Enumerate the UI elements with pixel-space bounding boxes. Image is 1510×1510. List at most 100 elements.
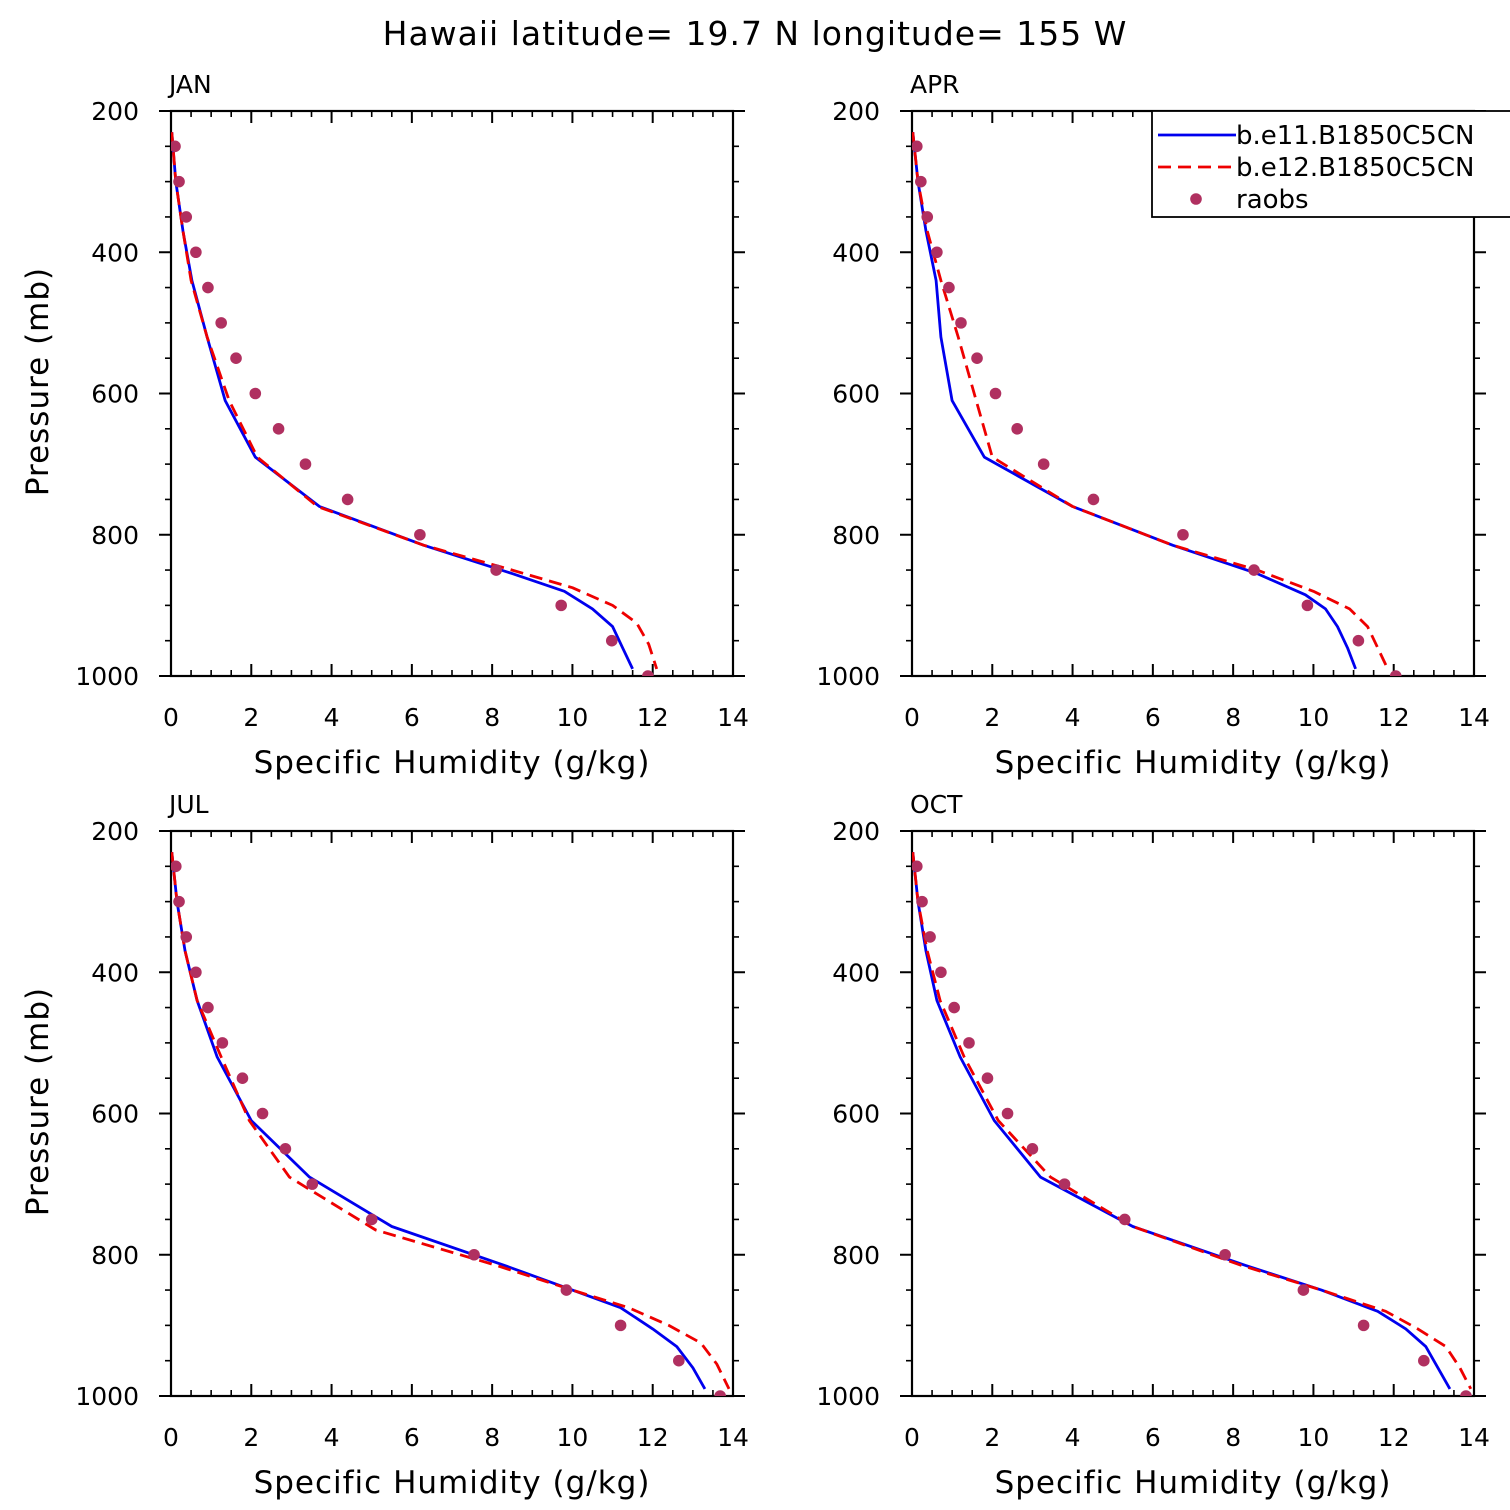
series-b-e12-b1850c5cn-line — [171, 132, 659, 670]
y-tick-label: 600 — [91, 1100, 139, 1129]
raobs-point — [236, 1072, 249, 1084]
raobs-point — [971, 352, 983, 364]
legend-item-b-e12-b1850c5cn: b.e12.B1850C5CN — [1158, 153, 1474, 183]
raobs-point — [642, 670, 654, 676]
plot-frame — [169, 829, 735, 1398]
raobs-point — [614, 1319, 627, 1332]
series-raobs — [912, 860, 1472, 1396]
y-tick-label: 400 — [832, 238, 880, 267]
x-tick-label: 8 — [484, 1423, 500, 1452]
raobs-point — [171, 860, 182, 873]
raobs-point — [279, 1143, 292, 1155]
raobs-point — [555, 599, 567, 612]
x-tick-label: 4 — [324, 703, 340, 732]
x-axis-label: Specific Humidity (g/kg) — [995, 745, 1392, 781]
x-tick-label: 8 — [1225, 1423, 1241, 1452]
raobs-point — [1087, 493, 1100, 506]
raobs-point — [202, 281, 214, 294]
x-tick-label: 0 — [163, 1423, 179, 1452]
y-tick-label: 1000 — [816, 1382, 880, 1411]
y-tick-label: 400 — [91, 238, 139, 267]
y-tick-label: 1000 — [75, 662, 139, 691]
raobs-point — [468, 1248, 480, 1261]
y-tick-label: 600 — [91, 380, 139, 409]
raobs-point — [171, 140, 181, 153]
y-tick-label: 200 — [832, 817, 880, 846]
raobs-point — [1460, 1390, 1472, 1396]
x-tick-label: 14 — [1458, 703, 1490, 732]
raobs-point — [1058, 1178, 1071, 1190]
x-tick-label: 8 — [484, 703, 500, 732]
x-tick-label: 0 — [904, 1423, 920, 1452]
x-tick-label: 0 — [163, 703, 179, 732]
raobs-point — [1418, 1354, 1430, 1367]
raobs-point — [915, 175, 927, 188]
y-tick-label: 800 — [91, 521, 139, 550]
raobs-point — [912, 140, 923, 153]
raobs-point — [714, 1390, 726, 1396]
y-tick-label: 200 — [832, 97, 880, 126]
x-tick-label: 12 — [1378, 703, 1410, 732]
y-tick-label: 600 — [832, 1100, 880, 1129]
y-tick-label: 200 — [91, 97, 139, 126]
legend-label: raobs — [1236, 185, 1309, 215]
raobs-point — [365, 1213, 378, 1226]
series-raobs — [171, 140, 654, 676]
raobs-point — [989, 387, 1002, 400]
raobs-point — [963, 1037, 975, 1049]
raobs-point — [924, 931, 936, 943]
raobs-point — [272, 423, 285, 435]
raobs-point — [216, 1037, 229, 1049]
raobs-point — [916, 895, 928, 908]
raobs-point — [256, 1107, 269, 1120]
x-tick-label: 8 — [1225, 703, 1241, 732]
panel-label: JAN — [167, 70, 212, 99]
y-tick-label: 800 — [832, 521, 880, 550]
x-tick-label: 12 — [637, 1423, 669, 1452]
x-tick-label: 4 — [1065, 703, 1081, 732]
panel-jul: 0 2 4 6 8 10 12 14 200 400 600 800 1000 JUL Specific H… — [20, 790, 749, 1501]
x-tick-label: 10 — [1298, 703, 1330, 732]
raobs-point — [981, 1072, 994, 1084]
legend-item-b-e11-b1850c5cn: b.e11.B1850C5CN — [1158, 121, 1474, 151]
panel-jan: 0 2 4 6 8 10 12 14 200 400 600 800 1000 JAN Specific H… — [20, 70, 749, 781]
raobs-point — [605, 634, 618, 647]
x-tick-label: 10 — [557, 1423, 589, 1452]
raobs-point — [215, 317, 227, 329]
panel-oct: 0 2 4 6 8 10 12 14 200 400 600 800 1000 OCT Specific H… — [816, 790, 1490, 1501]
x-tick-label: 14 — [717, 1423, 749, 1452]
raobs-point — [249, 387, 262, 400]
raobs-point — [935, 966, 947, 979]
raobs-point — [299, 458, 312, 470]
raobs-point — [190, 966, 202, 979]
x-tick-label: 2 — [984, 1423, 1000, 1452]
x-axis-label: Specific Humidity (g/kg) — [254, 745, 651, 781]
raobs-point — [948, 1001, 960, 1014]
x-tick-label: 12 — [1378, 1423, 1410, 1452]
x-tick-label: 14 — [717, 703, 749, 732]
y-tick-label: 800 — [832, 1241, 880, 1270]
y-tick-label: 400 — [91, 958, 139, 987]
y-axis-label: Pressure (mb) — [20, 267, 56, 496]
y-tick-label: 400 — [832, 958, 880, 987]
x-tick-label: 10 — [557, 703, 589, 732]
raobs-point — [560, 1284, 573, 1296]
y-tick-label: 1000 — [75, 1382, 139, 1411]
raobs-point — [955, 317, 967, 329]
plot-area — [912, 132, 1402, 676]
raobs-point — [1037, 458, 1050, 470]
raobs-point — [202, 1001, 214, 1014]
raobs-point — [921, 211, 934, 223]
raobs-point — [180, 931, 193, 943]
legend-label: b.e12.B1850C5CN — [1236, 153, 1474, 183]
raobs-point — [490, 564, 502, 576]
raobs-point — [912, 860, 923, 873]
x-tick-label: 4 — [324, 1423, 340, 1452]
y-tick-label: 200 — [91, 817, 139, 846]
raobs-point — [1177, 528, 1189, 541]
raobs-point — [1357, 1319, 1370, 1332]
raobs-point — [1389, 670, 1402, 676]
legend-item-raobs: raobs — [1190, 185, 1309, 215]
